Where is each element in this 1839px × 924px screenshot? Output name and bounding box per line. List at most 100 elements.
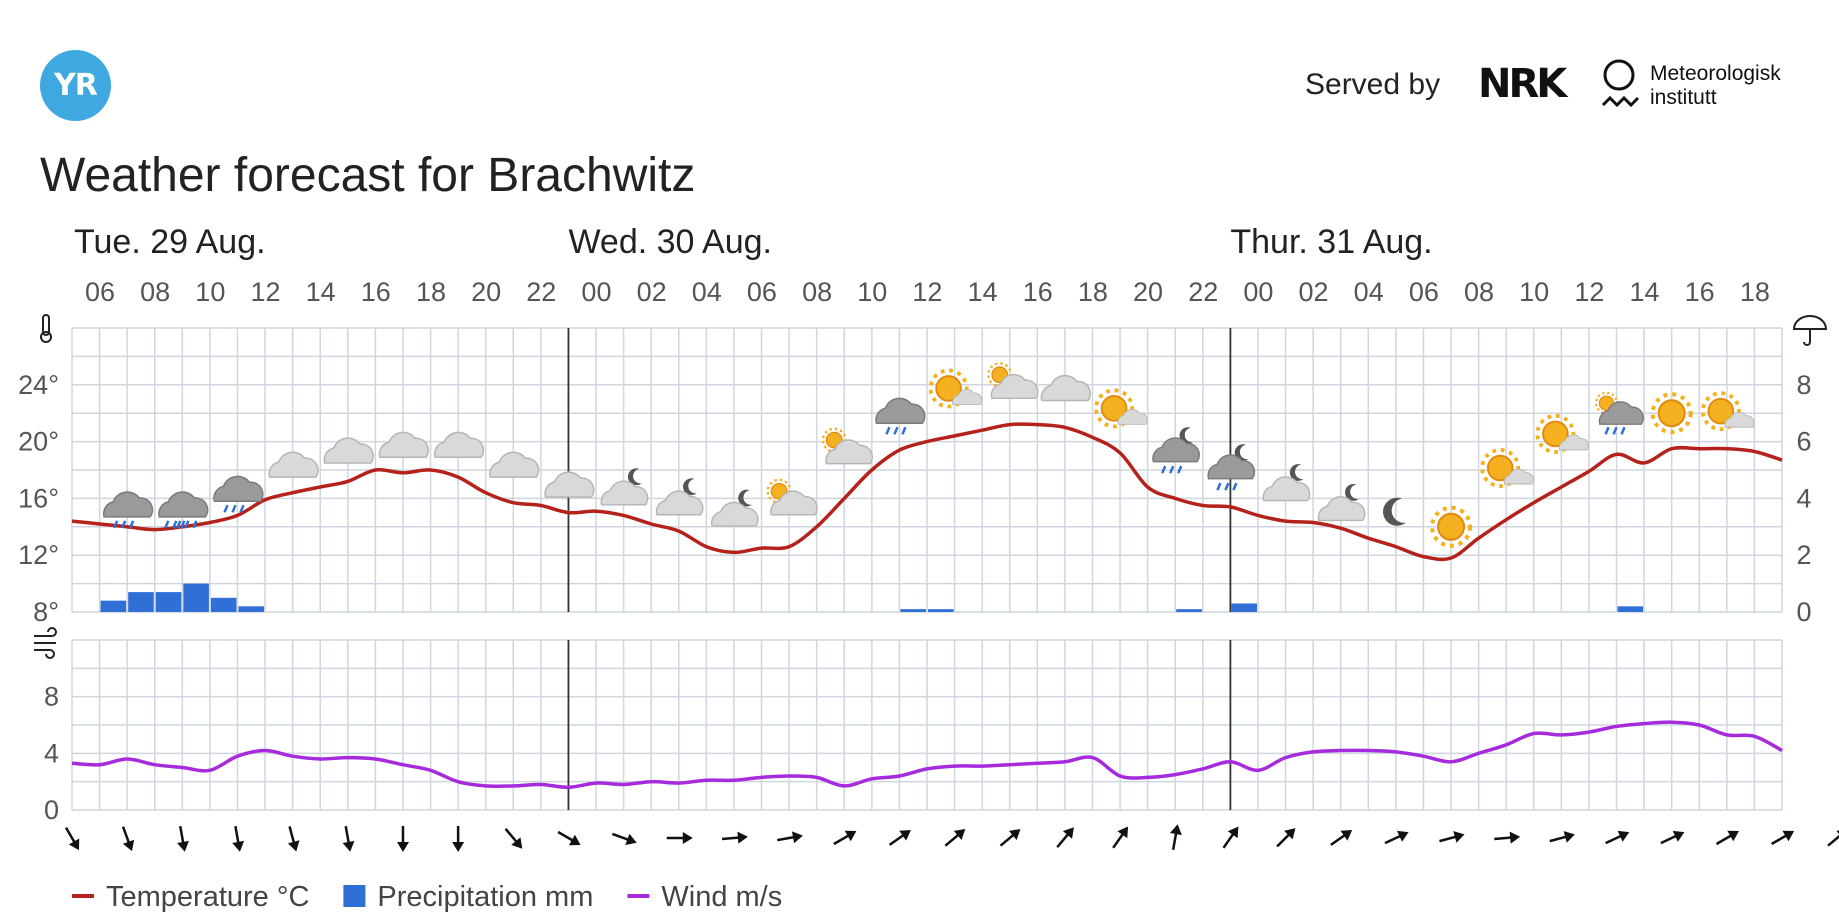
hour-label: 08 [802, 277, 832, 307]
cloud-sun-icon [987, 362, 1039, 400]
wind-tick-label: 8 [44, 682, 59, 712]
wind-arrow-icon [1384, 830, 1409, 845]
hour-labels: 06 08 10 12 14 16 18 20 22 00 02 04 06 08 10 12 14 16 18 20… [85, 277, 1770, 307]
wind-arrow-icon [177, 825, 189, 852]
wind-arrow-icon [1715, 830, 1739, 846]
served-by-label: Served by [1305, 68, 1441, 101]
sun-icon [1650, 392, 1693, 435]
nrk-logo[interactable]: NRK [1478, 61, 1567, 107]
wind-arrow-icon [721, 831, 748, 844]
hour-label: 00 [1243, 277, 1273, 307]
day-label: Thur. 31 Aug. [1230, 223, 1432, 261]
hour-label: 14 [306, 277, 336, 307]
wind-arrow-icon [944, 829, 966, 847]
wind-arrow-icon [557, 830, 581, 846]
temperature-tick-label: 8° [33, 597, 59, 627]
wind-arrow-icon [1170, 824, 1182, 851]
sun-cloud-icon [1094, 388, 1148, 429]
hour-label: 10 [195, 277, 225, 307]
sun-icon [1430, 505, 1473, 548]
wind-arrow-icon [1605, 830, 1630, 845]
wind-arrow-icon [1770, 830, 1795, 846]
precipitation-bar [210, 597, 237, 612]
precipitation-axis: 0 2 4 6 8 [1796, 370, 1811, 627]
day-label: Tue. 29 Aug. [74, 223, 266, 261]
precipitation-bar [1176, 609, 1202, 612]
hour-label: 10 [1519, 277, 1549, 307]
rain-cloud-icon [875, 397, 926, 436]
temperature-tick-label: 12° [18, 540, 59, 570]
axis-icons [34, 314, 1828, 659]
hour-label: 12 [1574, 277, 1604, 307]
hour-label: 16 [1023, 277, 1053, 307]
hour-label: 20 [1133, 277, 1163, 307]
precipitation-tick-label: 2 [1796, 540, 1811, 570]
hour-label: 12 [250, 277, 280, 307]
legend-item: Temperature °C [72, 881, 309, 913]
cloud-icon [544, 471, 595, 498]
legend-label: Wind m/s [661, 881, 782, 913]
hour-label: 02 [1299, 277, 1329, 307]
met-institute-icon [1601, 59, 1640, 108]
wind-arrow-icon [1112, 826, 1129, 849]
wind-arrow-icon [1660, 830, 1685, 845]
temperature-tick-label: 20° [18, 427, 59, 457]
cloud-icon [1040, 374, 1091, 402]
precipitation-bar [928, 609, 954, 612]
wind-arrow-icon [888, 829, 911, 846]
wind-line [71, 720, 1783, 790]
wind-arrow-icon [1439, 831, 1465, 843]
wind-arrow-icon [777, 831, 803, 844]
hour-label: 20 [471, 277, 501, 307]
legend-item: Precipitation mm [343, 881, 593, 913]
precipitation-bar [155, 592, 182, 612]
wind-arrow-icon [287, 826, 300, 852]
wind-arrow-icon [1549, 831, 1575, 843]
wind-arrow-icon [504, 828, 523, 849]
hour-label: 16 [1685, 277, 1715, 307]
yr-logo-text: YR [54, 68, 98, 103]
hour-label: 22 [526, 277, 556, 307]
hour-label: 10 [857, 277, 887, 307]
hour-label: 04 [692, 277, 722, 307]
hour-label: 08 [1464, 277, 1494, 307]
precipitation-tick-label: 0 [1796, 597, 1811, 627]
hour-label: 16 [361, 277, 391, 307]
met-line2: institutt [1650, 86, 1717, 109]
wind-arrow-icon [121, 826, 135, 852]
chart-legend: Temperature °C Precipitation mm Wind m/s [72, 881, 782, 913]
precipitation-bar [183, 583, 209, 612]
rain-moon-icon [1152, 427, 1200, 475]
wind-arrow-icon [611, 832, 637, 846]
precipitation-tick-label: 6 [1796, 427, 1811, 457]
cloud-sun-icon [766, 478, 818, 516]
cloud-icon [433, 431, 485, 459]
umbrella-icon [1792, 315, 1828, 346]
hour-label: 18 [416, 277, 446, 307]
yr-logo[interactable]: YR [40, 50, 111, 121]
moon-icon [1383, 497, 1406, 526]
legend-item: Wind m/s [627, 881, 782, 913]
day-label: Wed. 30 Aug. [568, 223, 772, 261]
precipitation-bar [100, 600, 127, 612]
precipitation-bars [100, 583, 1644, 612]
wind-arrow-icon [666, 832, 693, 844]
wind-direction-arrows [64, 824, 1839, 852]
sun-cloud-icon [928, 368, 983, 409]
met-institute-logo[interactable]: Meteorologisk institutt [1650, 62, 1781, 110]
wind-arrow-icon [64, 826, 80, 851]
day-labels: Tue. 29 Aug. Wed. 30 Aug. Thur. 31 Aug. [74, 223, 1433, 261]
legend-label: Temperature °C [106, 881, 309, 913]
temperature-axis: 8° 12° 16° 20° 24° [18, 370, 59, 627]
hour-label: 18 [1078, 277, 1108, 307]
thermometer-icon [40, 314, 52, 343]
cloud-icon [268, 451, 319, 478]
cloud-moon-icon [600, 468, 649, 506]
wind-arrow-icon [342, 825, 355, 852]
wind-arrow-icon [396, 826, 409, 852]
chart-grid [71, 327, 1783, 811]
precipitation-bar [900, 609, 926, 612]
wind-arrow-icon [452, 826, 465, 852]
wind-arrow-icon [1056, 827, 1074, 848]
temperature-tick-label: 16° [18, 483, 59, 513]
